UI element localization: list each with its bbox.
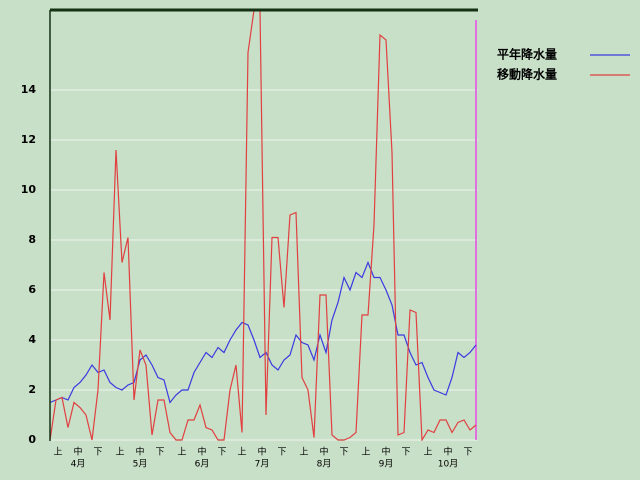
month-label: 8月: [317, 459, 332, 470]
x-tick-label: 中: [135, 446, 144, 458]
x-tick-label: 上: [53, 447, 62, 458]
y-tick-label: 14: [21, 83, 37, 96]
series-line: [50, 9, 477, 441]
x-tick-label: 中: [73, 446, 82, 458]
x-tick-label: 下: [217, 448, 226, 458]
series-line: [50, 260, 477, 404]
month-label: 9月: [379, 459, 394, 470]
legend-label: 移動降水量: [497, 67, 557, 82]
x-tick-label: 中: [319, 446, 328, 458]
legend-label: 平年降水量: [497, 47, 557, 62]
x-tick-label: 中: [443, 446, 452, 458]
plot: [50, 9, 477, 441]
x-tick-label: 下: [155, 448, 164, 458]
x-tick-label: 上: [361, 447, 370, 458]
y-tick-label: 10: [21, 183, 37, 196]
labels: 02468101214上中下上中下上中下上中下上中下上中下上中下4月 5月 6月 7月…: [21, 47, 630, 470]
x-tick-label: 中: [197, 446, 206, 458]
month-label: 5月: [133, 459, 148, 470]
month-label: 7月: [255, 459, 270, 470]
x-tick-label: 上: [237, 447, 246, 458]
y-tick-label: 0: [28, 433, 36, 446]
month-label: 10月: [438, 459, 458, 470]
y-tick-label: 8: [28, 233, 36, 246]
x-tick-label: 下: [277, 448, 286, 458]
y-tick-label: 6: [28, 283, 36, 296]
x-tick-label: 上: [299, 447, 308, 458]
x-tick-label: 上: [177, 447, 186, 458]
x-tick-label: 下: [93, 448, 102, 458]
x-tick-label: 下: [339, 448, 348, 458]
x-tick-label: 上: [115, 447, 124, 458]
x-tick-label: 中: [257, 446, 266, 458]
x-tick-label: 中: [381, 446, 390, 458]
month-label: 6月: [195, 459, 210, 470]
x-tick-label: 下: [463, 448, 472, 458]
y-tick-label: 2: [28, 383, 36, 396]
y-tick-label: 4: [28, 333, 36, 346]
x-tick-label: 上: [423, 447, 432, 458]
month-label: 4月: [71, 459, 86, 470]
y-tick-label: 12: [21, 133, 36, 146]
x-tick-label: 下: [401, 448, 410, 458]
